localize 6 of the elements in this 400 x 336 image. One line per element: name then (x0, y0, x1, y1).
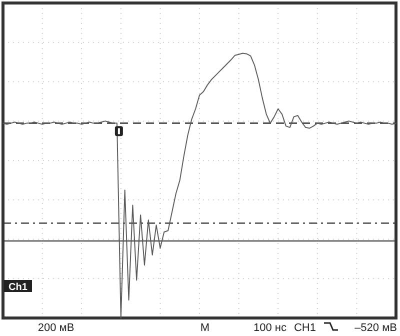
text: 100 нс (254, 322, 287, 334)
text: M (200, 322, 210, 334)
text: 200 мВ (38, 322, 74, 334)
text: CH1 (294, 322, 316, 334)
text: –520 мВ (354, 322, 397, 334)
annotation: Ch1 (8, 282, 28, 293)
